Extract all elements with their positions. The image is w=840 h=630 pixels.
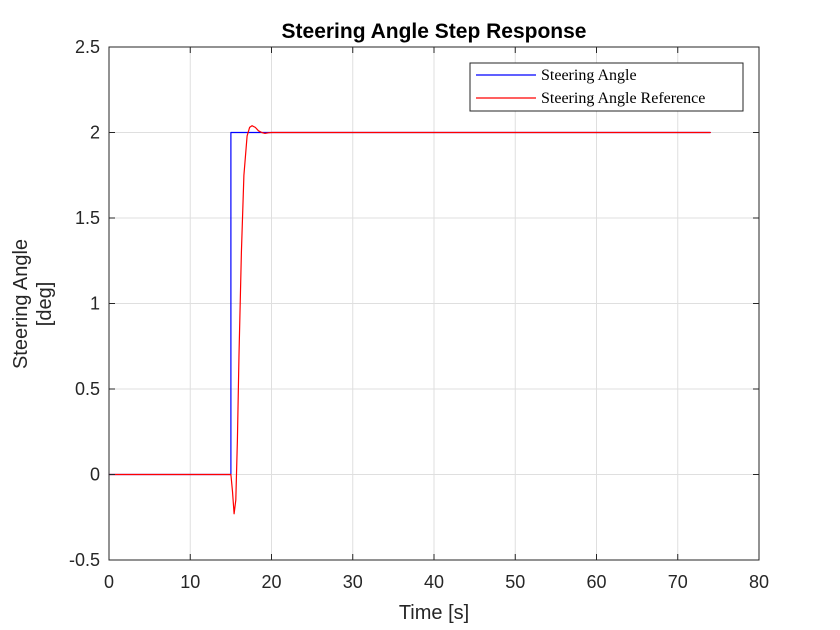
x-tick-label: 40 [424,572,444,592]
y-tick-label: 2.5 [75,37,100,57]
x-tick-label: 20 [261,572,281,592]
y-tick-label: -0.5 [69,550,100,570]
y-tick-label: 2 [90,123,100,143]
y-tick-label: 0.5 [75,379,100,399]
legend-box [469,62,744,112]
chart-title: Steering Angle Step Response [282,20,587,43]
x-tick-label: 30 [343,572,363,592]
x-tick-label: 80 [749,572,769,592]
series-lines [108,125,711,515]
series-line-steering-angle-reference [108,125,711,515]
x-tick-label: 70 [668,572,688,592]
axis-ticks: 0 10 20 30 40 50 60 70 80-0.500.511.522.5 [69,37,769,592]
y-tick-label: 1.5 [75,208,100,228]
legend-label-steering-angle-reference: Steering Angle Reference [541,90,705,107]
x-tick-label: 60 [586,572,606,592]
x-axis-label: Time [s] [399,602,469,624]
y-axis-label-line-1: Steering Angle [10,239,32,369]
x-tick-label: 50 [505,572,525,592]
y-axis-label: Steering Angle [deg] [10,239,56,369]
y-tick-label: 1 [90,294,100,314]
y-tick-label: 0 [90,465,100,485]
y-axis-label-line-2: [deg] [34,282,56,326]
legend: Steering Angle Steering Angle Reference [469,62,744,112]
legend-label-steering-angle: Steering Angle [541,67,637,84]
x-tick-label: 0 [104,572,114,592]
x-tick-label: 10 [180,572,200,592]
